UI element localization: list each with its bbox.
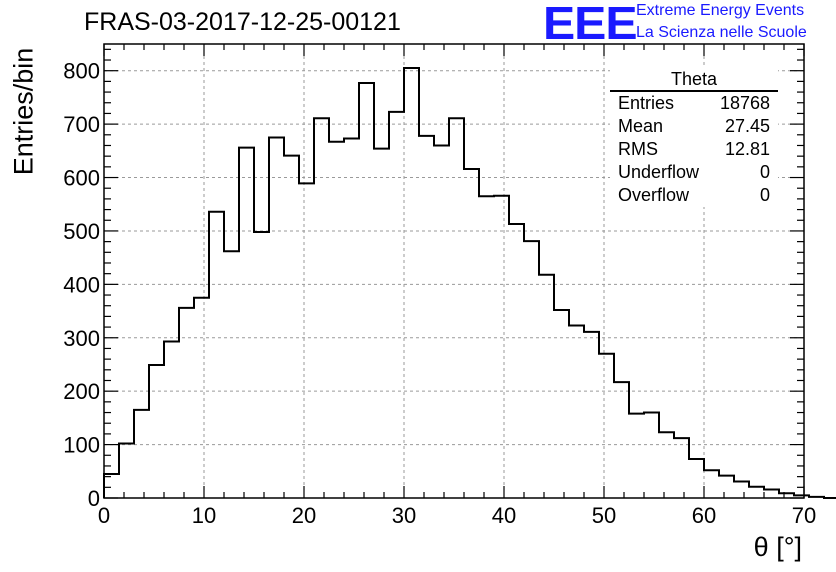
x-tick-label: 40 bbox=[492, 503, 516, 528]
y-tick-label: 800 bbox=[63, 59, 100, 84]
stats-row-overflow: Overflow 0 bbox=[610, 184, 778, 207]
x-tick-label: 60 bbox=[692, 503, 716, 528]
histogram-bin bbox=[614, 382, 629, 498]
histogram-bin bbox=[374, 149, 389, 498]
y-tick-label: 300 bbox=[63, 326, 100, 351]
histogram-bin bbox=[284, 156, 299, 498]
histogram-bin bbox=[164, 342, 179, 498]
histogram-bin bbox=[104, 474, 119, 498]
y-tick-label: 400 bbox=[63, 272, 100, 297]
histogram-bin bbox=[329, 142, 344, 498]
histogram-bin bbox=[584, 332, 599, 498]
histogram-bin bbox=[764, 489, 779, 498]
stats-row-mean: Mean 27.45 bbox=[610, 115, 778, 138]
histogram-bin bbox=[194, 298, 209, 498]
histogram-bin bbox=[704, 470, 719, 498]
stats-underflow-value: 0 bbox=[759, 162, 770, 182]
histogram-bin bbox=[494, 196, 509, 498]
stats-underflow-label: Underflow bbox=[618, 162, 700, 182]
histogram-bin bbox=[599, 354, 614, 498]
histogram-bin bbox=[254, 232, 269, 498]
y-tick-label: 500 bbox=[63, 219, 100, 244]
histogram-bin bbox=[299, 183, 314, 498]
histogram-bin bbox=[479, 196, 494, 498]
x-axis-label: θ [°] bbox=[753, 532, 802, 562]
stats-rms-label: RMS bbox=[618, 139, 658, 159]
x-tick-label: 0 bbox=[98, 503, 110, 528]
y-axis-label: Entries/bin bbox=[8, 47, 39, 176]
x-tick-label: 50 bbox=[592, 503, 616, 528]
stats-overflow-value: 0 bbox=[759, 185, 770, 205]
stats-box: Theta Entries 18768 Mean 27.45 RMS 12.81… bbox=[610, 68, 778, 207]
histogram-bin bbox=[404, 68, 419, 498]
histogram-bin bbox=[509, 224, 524, 498]
stats-rms-value: 12.81 bbox=[724, 139, 770, 159]
stats-mean-label: Mean bbox=[618, 116, 664, 136]
histogram-bin bbox=[734, 481, 749, 498]
stats-overflow-label: Overflow bbox=[618, 185, 690, 205]
logo-line-1: Extreme Energy Events bbox=[636, 2, 805, 19]
stats-row-underflow: Underflow 0 bbox=[610, 161, 778, 184]
y-tick-label: 200 bbox=[63, 379, 100, 404]
y-tick-label: 0 bbox=[88, 486, 100, 511]
stats-row-rms: RMS 12.81 bbox=[610, 138, 778, 161]
stats-mean-value: 27.45 bbox=[724, 116, 770, 136]
plot-frame bbox=[103, 43, 805, 499]
histogram-bin bbox=[629, 414, 644, 498]
histogram-bin bbox=[239, 148, 254, 498]
histogram-bin bbox=[749, 487, 764, 498]
histogram-bin bbox=[149, 365, 164, 498]
histogram-bin bbox=[224, 251, 239, 498]
histogram-series bbox=[103, 67, 836, 499]
histogram-bin bbox=[689, 459, 704, 498]
histogram-bin bbox=[434, 145, 449, 498]
histogram-bin bbox=[524, 241, 539, 498]
histogram-bin bbox=[359, 83, 374, 498]
y-tick-label: 600 bbox=[63, 166, 100, 191]
histogram-bin bbox=[269, 137, 284, 498]
x-tick-label: 70 bbox=[792, 503, 816, 528]
stats-entries-value: 18768 bbox=[719, 93, 770, 113]
histogram-bin bbox=[644, 413, 659, 498]
histogram-bin bbox=[419, 136, 434, 498]
histogram-bin bbox=[539, 275, 554, 498]
logo-line-2: La Scienza nelle Scuole bbox=[636, 24, 807, 41]
histogram-bin bbox=[674, 438, 689, 498]
x-tick-label: 10 bbox=[192, 503, 216, 528]
x-tick-label: 30 bbox=[392, 503, 416, 528]
y-tick-label: 700 bbox=[63, 112, 100, 137]
stats-row-entries: Entries 18768 bbox=[610, 92, 778, 115]
histogram-bin bbox=[449, 118, 464, 498]
stats-title: Theta bbox=[610, 68, 778, 92]
histogram-bin bbox=[344, 139, 359, 498]
histogram-bin bbox=[569, 325, 584, 498]
stats-entries-label: Entries bbox=[618, 93, 675, 113]
histogram-bin bbox=[209, 212, 224, 498]
chart-title: FRAS-03-2017-12-25-00121 bbox=[84, 8, 401, 36]
histogram-bin bbox=[179, 308, 194, 498]
eee-logo: EEE bbox=[543, 0, 638, 49]
histogram-bin bbox=[464, 169, 479, 498]
histogram-bin bbox=[389, 112, 404, 498]
histogram-bin bbox=[134, 410, 149, 498]
histogram-bin bbox=[719, 476, 734, 498]
y-tick-label: 100 bbox=[63, 433, 100, 458]
histogram-bin bbox=[119, 444, 134, 498]
histogram-bin bbox=[659, 432, 674, 498]
histogram-bin bbox=[314, 118, 329, 498]
x-tick-label: 20 bbox=[292, 503, 316, 528]
